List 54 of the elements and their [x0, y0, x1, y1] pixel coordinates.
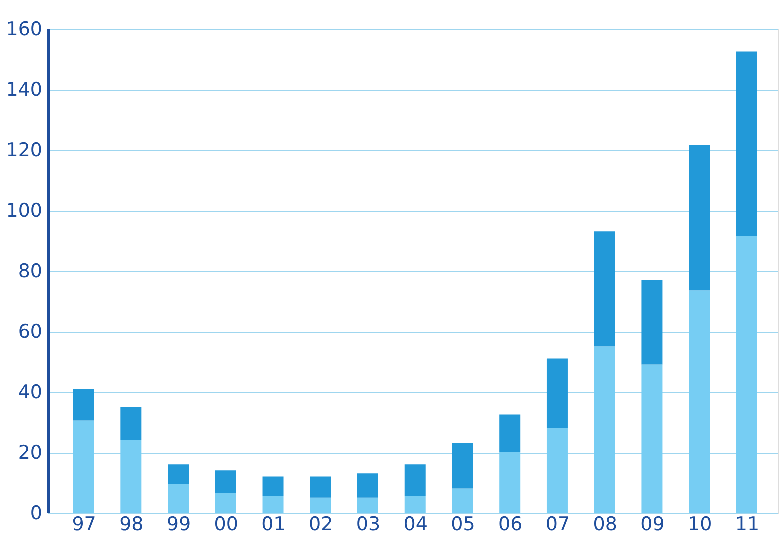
bar [452, 443, 474, 489]
bar [594, 232, 616, 347]
bar [120, 440, 142, 513]
x-tick-label: 03 [356, 514, 381, 536]
bar [73, 420, 94, 513]
x-tick-label: 99 [166, 514, 192, 536]
bar [215, 493, 236, 513]
x-tick-label: 97 [72, 514, 96, 536]
bar [73, 388, 94, 421]
bar [404, 496, 426, 513]
bar [736, 52, 758, 236]
bar [310, 498, 332, 513]
bar [642, 364, 663, 513]
y-tick-label: 0 [30, 502, 42, 524]
y-tick-label: 40 [18, 382, 42, 404]
bar [310, 476, 332, 498]
x-tick-label: 05 [451, 514, 476, 536]
bar [642, 280, 663, 365]
bar [358, 474, 378, 498]
bar [168, 464, 190, 484]
y-tick-label: 160 [6, 18, 42, 40]
bar [262, 476, 284, 496]
bar [546, 428, 568, 513]
x-tick-label: 11 [735, 514, 760, 536]
x-tick-label: 06 [498, 514, 523, 536]
x-tick-label: 09 [640, 514, 665, 536]
y-tick-label: 140 [6, 79, 42, 101]
y-tick-label: 60 [18, 321, 42, 343]
bar [404, 464, 426, 496]
x-tick-label: 02 [309, 514, 334, 536]
bar [546, 358, 568, 428]
y-tick-label: 20 [18, 442, 42, 464]
x-tick-label: 01 [262, 514, 286, 536]
y-tick-label: 80 [18, 260, 42, 282]
bar [215, 470, 236, 494]
bar [452, 488, 474, 513]
x-tick-label: 08 [593, 514, 618, 536]
bar [689, 145, 710, 291]
bar [120, 407, 142, 440]
bar [594, 346, 616, 513]
x-tick-label: 98 [120, 514, 144, 536]
bar [689, 290, 710, 513]
bar [262, 496, 284, 513]
x-tick-label: 04 [404, 514, 428, 536]
bar [500, 452, 521, 513]
y-tick-label: 120 [6, 140, 42, 162]
bar [500, 414, 521, 452]
bar [358, 498, 378, 513]
x-tick-label: 10 [688, 514, 712, 536]
bar [736, 236, 758, 513]
x-tick-label: 07 [546, 514, 570, 536]
x-tick-label: 00 [214, 514, 238, 536]
bar [168, 484, 190, 513]
y-tick-label: 100 [6, 200, 42, 222]
